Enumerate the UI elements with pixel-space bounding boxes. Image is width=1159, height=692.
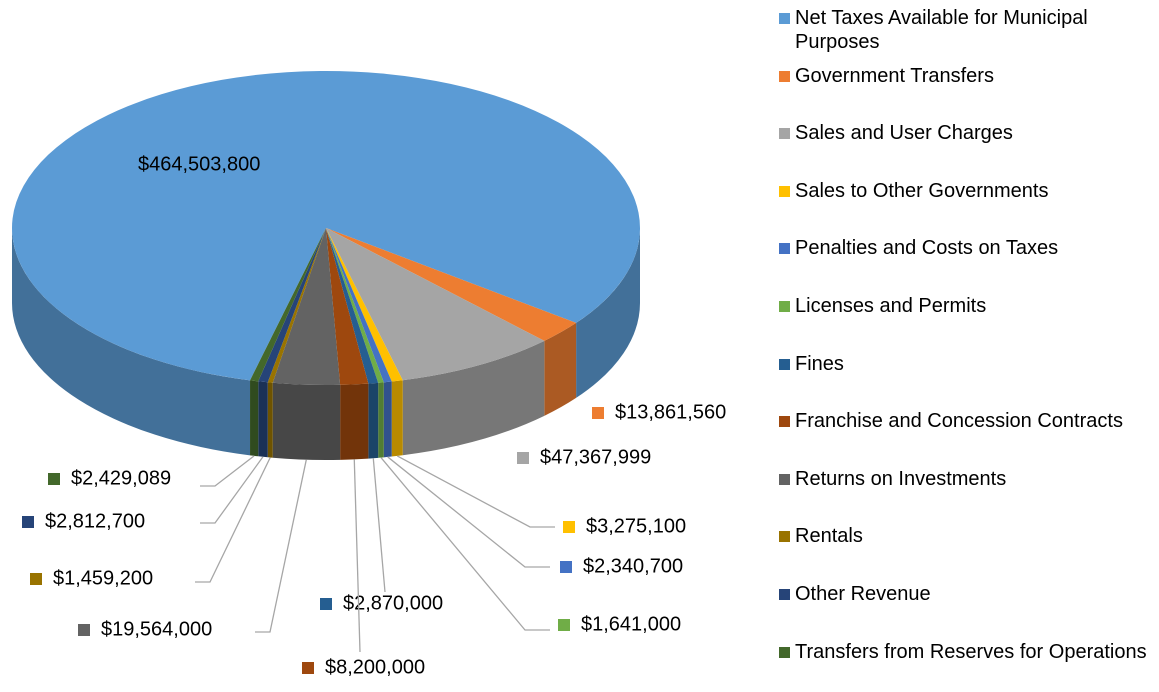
legend-swatch (779, 243, 790, 255)
leader-line (255, 459, 307, 633)
slice (11, 70, 641, 381)
slice-side (272, 382, 341, 460)
leader-line (353, 459, 361, 653)
slice-side (378, 382, 384, 458)
legend-item: Sales and User Charges (777, 121, 1157, 179)
label-key (558, 619, 570, 631)
label-key (517, 452, 529, 464)
label-key (320, 598, 332, 610)
legend-label: Sales and User Charges (795, 122, 1013, 145)
data-label: $1,641,000 (581, 613, 681, 635)
slice-side (391, 380, 403, 457)
legend-swatch (779, 70, 790, 82)
slice (272, 228, 341, 385)
leader-line (380, 457, 550, 631)
legend-label: Penalties and Costs on Taxes (795, 237, 1059, 260)
leader-line (372, 458, 386, 593)
leader-line (200, 455, 255, 487)
slice-side (340, 383, 369, 460)
legend-label: Returns on Investments (795, 467, 1007, 490)
legend: Net Taxes Available for Municipal Purpos… (777, 6, 1157, 692)
legend-swatch (779, 473, 790, 485)
slice (326, 228, 384, 383)
leader-line (195, 457, 271, 583)
slice (250, 228, 326, 382)
data-label: $13,861,560 (615, 401, 726, 423)
data-label: $2,340,700 (583, 555, 683, 577)
legend-item: Government Transfers (777, 64, 1157, 122)
slice (326, 228, 392, 383)
legend-swatch (779, 185, 790, 197)
data-label: $3,275,100 (586, 515, 686, 537)
slice-side (267, 382, 273, 458)
data-label: $2,429,089 (71, 467, 171, 489)
slice (326, 228, 545, 381)
legend-item: Other Revenue (777, 582, 1157, 640)
pie-area: $464,503,800 $13,861,560 $47,367,999 $3,275… (11, 70, 726, 678)
leader-line (387, 456, 550, 568)
label-key (115, 159, 127, 171)
legend-swatch (779, 128, 790, 140)
legend-swatch (779, 13, 790, 24)
label-key (563, 521, 575, 533)
legend-swatch (779, 358, 790, 370)
legend-label: Franchise and Concession Contracts (795, 410, 1123, 433)
legend-label: Licenses and Permits (795, 294, 987, 317)
slice-side (383, 381, 392, 458)
legend-label: Sales to Other Governments (795, 179, 1049, 202)
legend-swatch (779, 531, 790, 543)
legend-swatch (779, 416, 790, 428)
slice (326, 228, 369, 385)
label-key (560, 561, 572, 573)
legend-swatch (779, 588, 790, 600)
legend-label: Fines (795, 352, 844, 375)
legend-item: Franchise and Concession Contracts (777, 409, 1157, 467)
legend-swatch (779, 646, 790, 658)
leader-line (396, 455, 555, 528)
label-key (22, 516, 34, 528)
slice-side (258, 381, 268, 458)
slice (326, 228, 379, 384)
data-label: $464,503,800 (138, 153, 260, 175)
slice-side (368, 382, 379, 459)
slice-side (250, 380, 259, 457)
legend-label: Rentals (795, 525, 863, 548)
data-label: $2,812,700 (45, 510, 145, 532)
slice-side (402, 340, 545, 456)
data-label: $47,367,999 (540, 446, 651, 468)
legend-label: Transfers from Reserves for Operations (795, 640, 1147, 663)
label-key (78, 624, 90, 636)
legend-item: Returns on Investments (777, 467, 1157, 525)
slice (326, 228, 403, 382)
leader-line (200, 456, 264, 524)
slice (267, 228, 326, 383)
data-label: $19,564,000 (101, 618, 212, 640)
legend-item: Fines (777, 352, 1157, 410)
slice-side (544, 322, 577, 416)
legend-item: Transfers from Reserves for Operations (777, 640, 1157, 692)
data-label: $2,870,000 (343, 592, 443, 614)
slice-side (576, 228, 640, 398)
legend-label: Government Transfers (795, 64, 994, 87)
label-key (30, 573, 42, 585)
legend-item: Penalties and Costs on Taxes (777, 236, 1157, 294)
legend-label: Net Taxes Available for Municipal Purpos… (795, 7, 1088, 53)
legend-item: Sales to Other Governments (777, 179, 1157, 237)
legend-item: Net Taxes Available for Municipal Purpos… (777, 6, 1157, 64)
label-key (48, 473, 60, 485)
legend-swatch (779, 300, 790, 312)
label-key (592, 407, 604, 419)
slice (258, 228, 326, 383)
legend-label: Other Revenue (795, 582, 931, 605)
data-label: $1,459,200 (53, 567, 153, 589)
data-label: $8,200,000 (325, 656, 425, 678)
legend-item: Rentals (777, 524, 1157, 582)
legend-item: Licenses and Permits (777, 294, 1157, 352)
label-key (302, 662, 314, 674)
slice-side (12, 228, 251, 456)
slice (326, 228, 577, 341)
